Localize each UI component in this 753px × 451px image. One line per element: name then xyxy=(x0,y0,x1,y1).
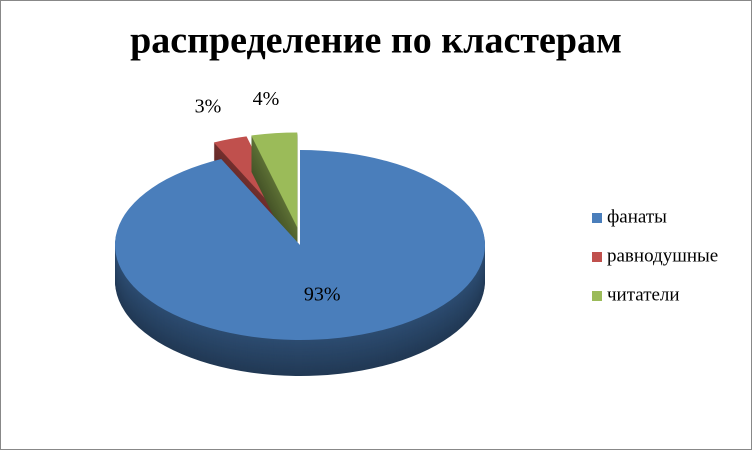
legend-label: фанаты xyxy=(607,206,667,227)
pie xyxy=(114,132,485,376)
slice xyxy=(114,150,485,341)
legend: фанаты равнодушные читатели xyxy=(592,206,718,305)
data-label: 4% xyxy=(253,88,280,110)
chart-title: распределение по кластерам xyxy=(130,20,622,62)
legend-label: читатели xyxy=(607,284,680,305)
data-label: 3% xyxy=(195,95,222,117)
legend-swatch xyxy=(592,252,602,262)
legend-swatch xyxy=(592,213,602,223)
legend-label: равнодушные xyxy=(607,245,718,266)
slice xyxy=(251,132,298,228)
data-label: 93% xyxy=(304,284,341,306)
legend-swatch xyxy=(592,291,602,301)
